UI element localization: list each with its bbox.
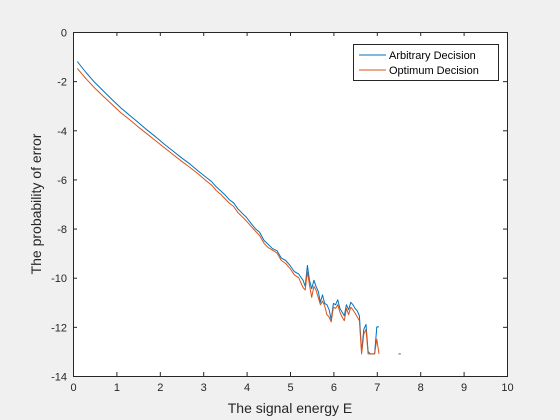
x-tick-label: 6 <box>331 382 337 394</box>
y-tick-label: -8 <box>57 224 67 236</box>
x-tick-label: 10 <box>501 382 513 394</box>
x-tick-label: 4 <box>244 382 250 394</box>
x-tick-label: 2 <box>157 382 163 394</box>
x-tick-label: 5 <box>287 382 293 394</box>
x-tick-label: 9 <box>461 382 467 394</box>
x-tick-label: 8 <box>418 382 424 394</box>
y-tick-label: -6 <box>57 175 67 187</box>
x-tick-label: 7 <box>374 382 380 394</box>
x-tick-label: 0 <box>70 382 76 394</box>
legend-label: Optimum Decision <box>389 65 479 77</box>
y-tick-label: -14 <box>51 372 67 384</box>
x-tick-label: 1 <box>114 382 120 394</box>
x-tick-label: 3 <box>201 382 207 394</box>
y-tick-label: -10 <box>51 273 67 285</box>
y-tick-label: 0 <box>61 28 67 40</box>
legend: Arbitrary Decision Optimum Decision <box>354 45 499 81</box>
y-tick-label: -12 <box>51 322 67 334</box>
y-tick-label: -2 <box>57 77 67 89</box>
x-axis-label: The signal energy E <box>228 400 353 416</box>
legend-label: Arbitrary Decision <box>389 50 476 62</box>
y-axis-label: The probability of error <box>28 133 44 274</box>
y-tick-label: -4 <box>57 126 67 138</box>
axes-background <box>73 32 507 376</box>
